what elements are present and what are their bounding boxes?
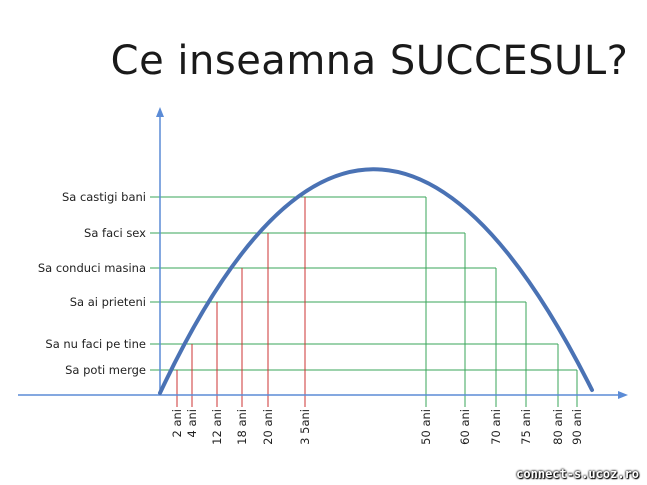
level-label: Sa conduci masina	[38, 261, 146, 275]
watermark: connect-s.ucoz.ro	[516, 467, 639, 481]
rise-age-label: 3 5ani	[298, 409, 312, 445]
rise-age-label: 2 ani	[170, 409, 184, 438]
success-curve	[158, 167, 594, 395]
level-label: Sa castigi bani	[62, 190, 146, 204]
fall-age-label: 75 ani	[519, 409, 533, 445]
y-axis-arrow	[156, 107, 164, 117]
rise-age-label: 12 ani	[210, 409, 224, 445]
rise-age-label: 20 ani	[261, 409, 275, 445]
level-label: Sa faci sex	[84, 226, 146, 240]
page-title: Ce inseamna SUCCESUL?	[110, 38, 629, 84]
rise-age-label: 18 ani	[235, 409, 249, 445]
level-label: Sa poti merge	[65, 363, 146, 377]
rise-age-label: 4 ani	[185, 409, 199, 438]
fall-age-label: 70 ani	[489, 409, 503, 445]
fall-age-label: 90 ani	[570, 409, 584, 445]
x-axis-arrow	[618, 391, 628, 399]
fall-age-label: 60 ani	[458, 409, 472, 445]
level-label: Sa ai prieteni	[70, 295, 146, 309]
fall-age-label: 80 ani	[551, 409, 565, 445]
fall-age-label: 50 ani	[419, 409, 433, 445]
level-label: Sa nu faci pe tine	[45, 337, 146, 351]
